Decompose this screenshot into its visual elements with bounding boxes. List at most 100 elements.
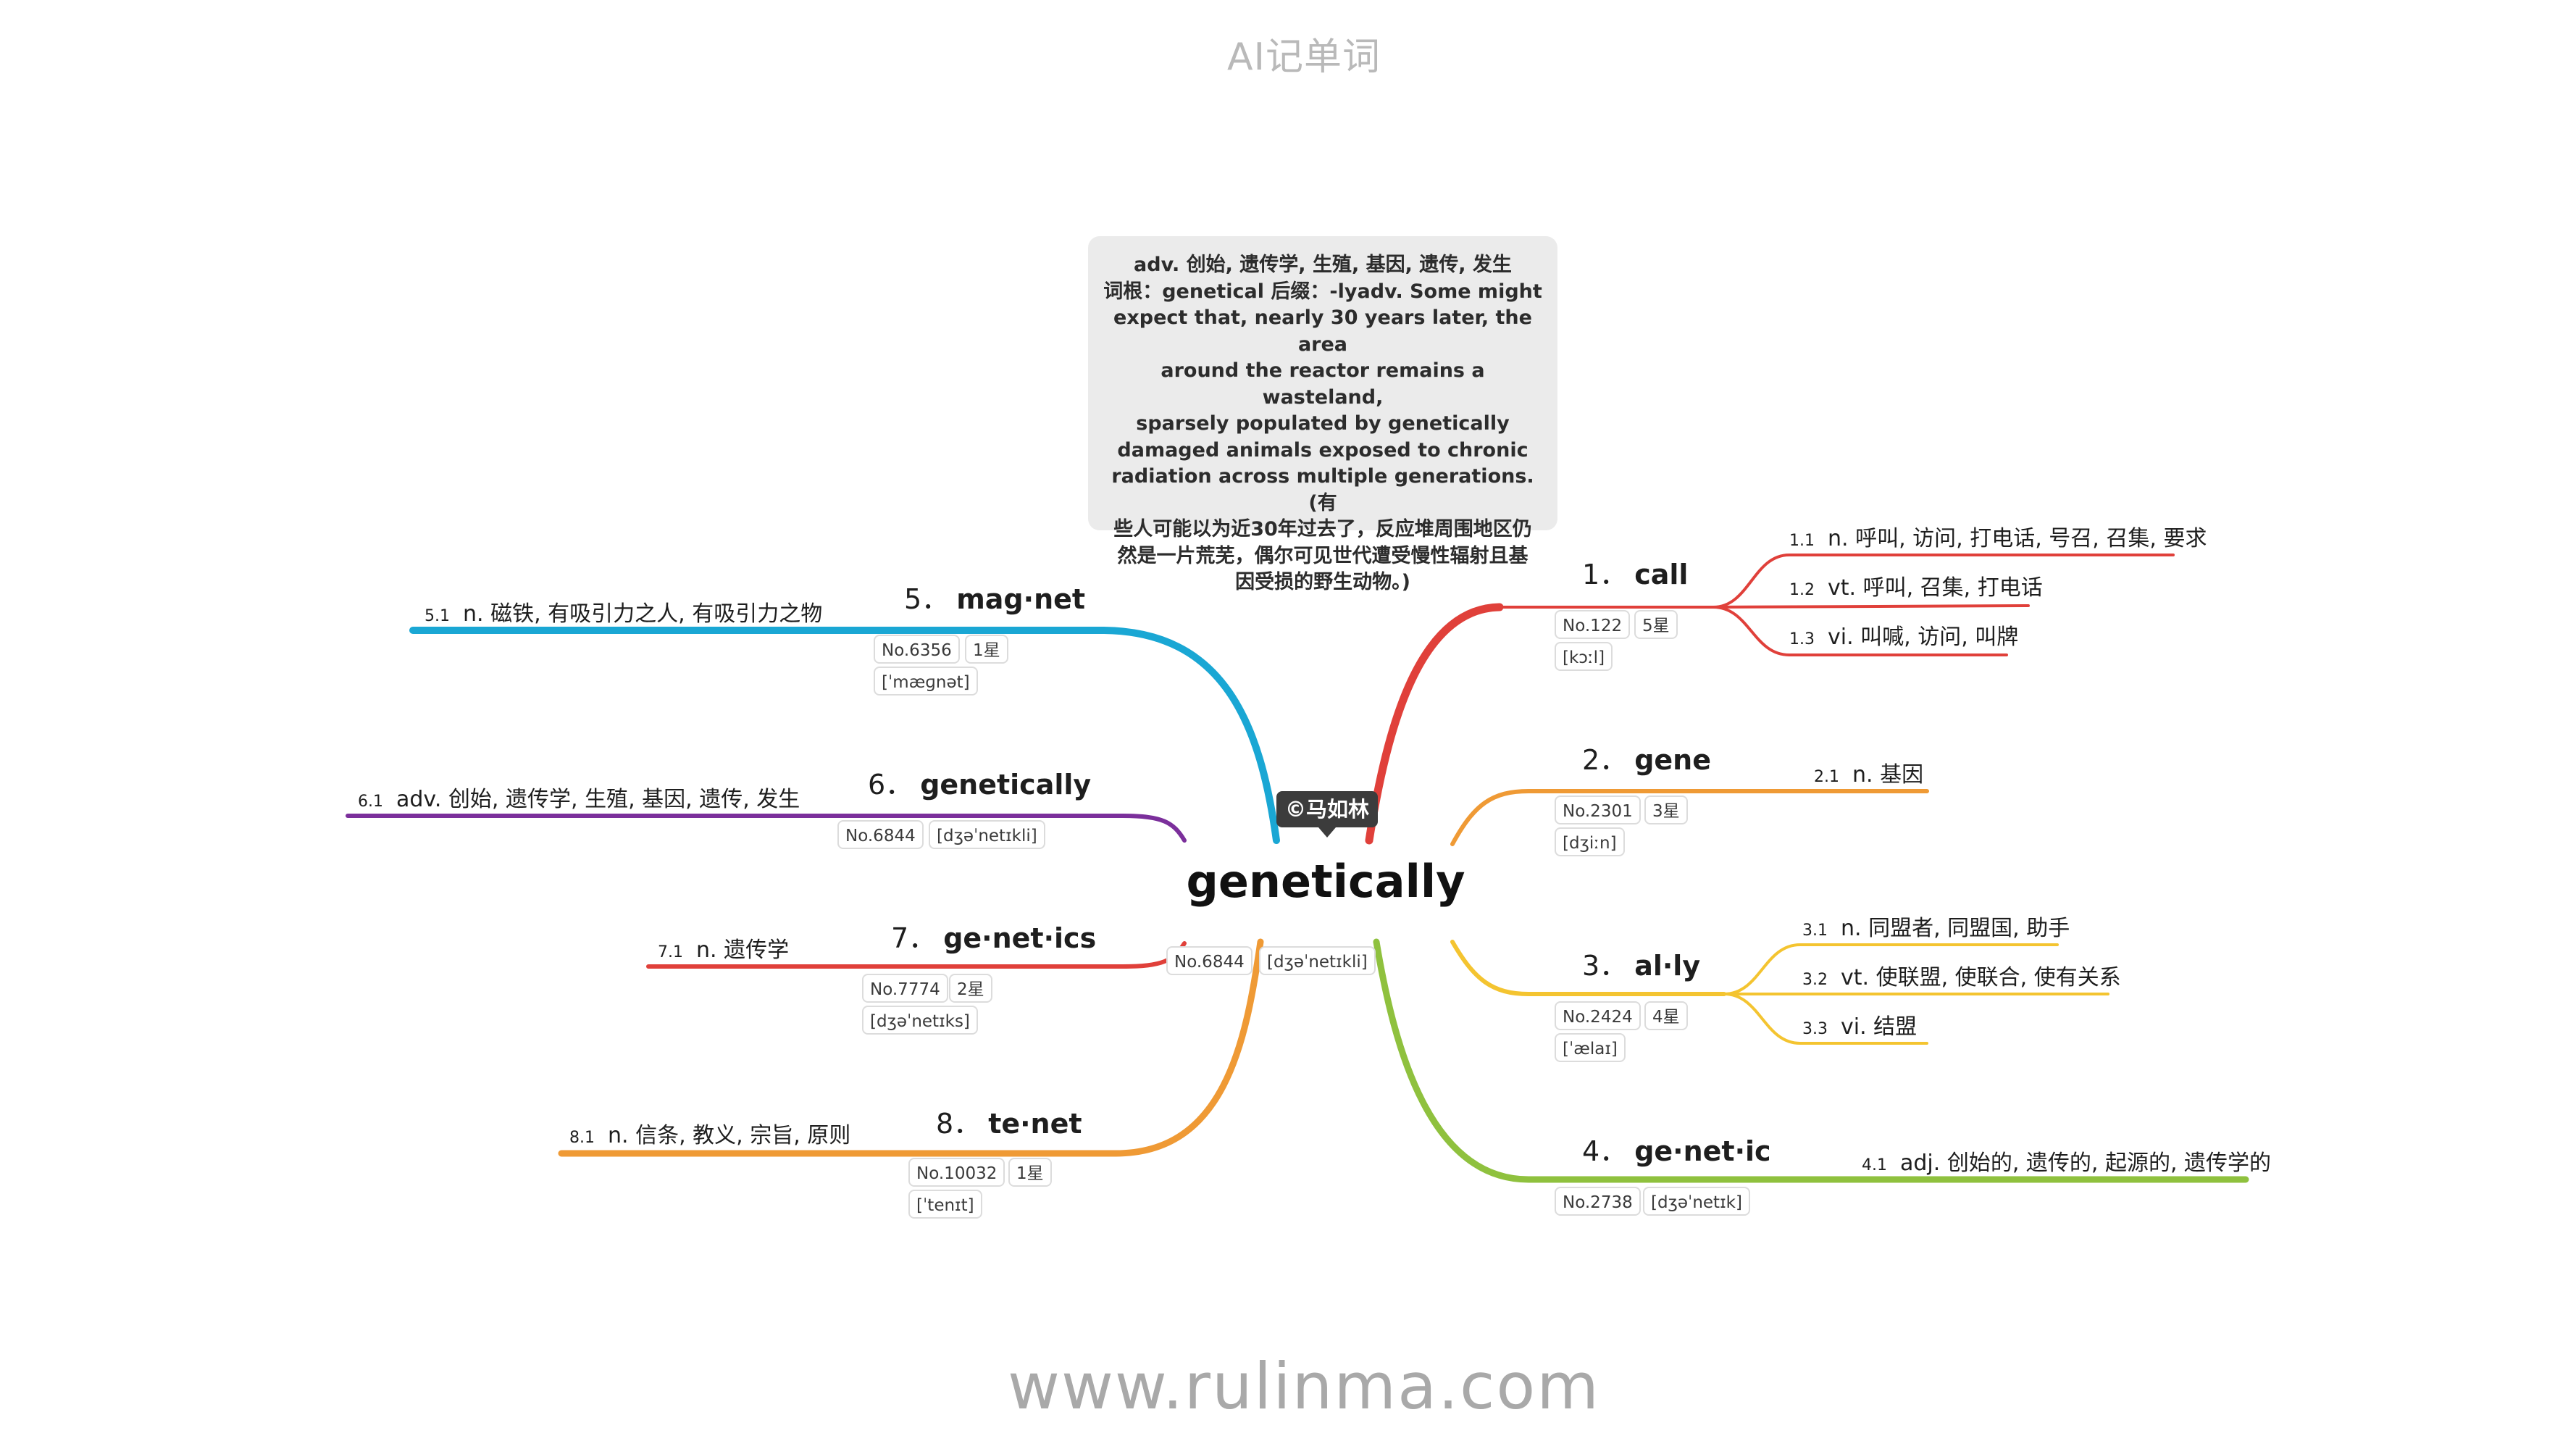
center-no-tag: No.6844 — [1166, 946, 1253, 975]
branch-5-phonetic-tag: [ˈmæɡnət] — [874, 667, 978, 696]
sense-number: 4.1 — [1862, 1156, 1887, 1174]
sense-number: 1.3 — [1789, 630, 1815, 648]
branch-2-phonetic-tag: [dʒiːn] — [1555, 827, 1625, 856]
sense-3-2: 3.2 vt. 使联盟, 使联合, 使有关系 — [1802, 959, 2121, 991]
site-title: AI记单词 — [1227, 36, 1381, 79]
branch-2-no-tag: No.2301 — [1555, 796, 1641, 824]
sense-8-1: 8.1 n. 信条, 教义, 宗旨, 原则 — [569, 1117, 850, 1149]
branch-word: ge·net·ic — [1634, 1135, 1771, 1167]
branch-word: ge·net·ics — [943, 922, 1097, 954]
branch-1-phonetic-tag: [kɔːl] — [1555, 642, 1613, 671]
branch-1-stars-tag: 5星 — [1634, 610, 1678, 639]
branch-6-no-tag: No.6844 — [837, 820, 924, 849]
note-line: 因受损的野生动物。) — [1235, 571, 1410, 593]
branch-word: mag·net — [956, 583, 1086, 615]
sense-text: n. 遗传学 — [696, 938, 790, 963]
branch-6-title[interactable]: 6． genetically — [868, 762, 1091, 802]
sense-1-2: 1.2 vt. 呼叫, 召集, 打电话 — [1789, 569, 2043, 601]
branch-number: 2． — [1582, 744, 1628, 776]
branch-word: al·ly — [1634, 950, 1701, 982]
note-line: 然是一片荒芜，偶尔可见世代遭受慢性辐射且基 — [1117, 544, 1529, 567]
branch-4-title[interactable]: 4． ge·net·ic — [1582, 1129, 1771, 1169]
note-line: sparsely populated by genetically — [1136, 412, 1510, 435]
branch-1-no-tag: No.122 — [1555, 610, 1631, 639]
branch-number: 1． — [1582, 559, 1628, 590]
branch-1-title[interactable]: 1． call — [1582, 552, 1688, 592]
sense-number: 2.1 — [1814, 768, 1839, 786]
sense-number: 8.1 — [569, 1129, 595, 1147]
branch-number: 8． — [936, 1108, 982, 1140]
sense-5-1: 5.1 n. 磁铁, 有吸引力之人, 有吸引力之物 — [425, 596, 822, 627]
branch-number: 6． — [868, 769, 913, 801]
note-line: radiation across multiple generations. (… — [1111, 465, 1534, 514]
sense-number: 6.1 — [358, 793, 383, 811]
sense-text: vt. 使联盟, 使联合, 使有关系 — [1841, 965, 2121, 990]
branch-7-title[interactable]: 7． ge·net·ics — [891, 916, 1096, 956]
branch-7-no-tag: No.7774 — [862, 974, 948, 1003]
sense-number: 3.1 — [1802, 922, 1828, 940]
branch-4-phonetic-tag: [dʒəˈnetɪk] — [1643, 1187, 1750, 1216]
sense-text: vt. 呼叫, 召集, 打电话 — [1828, 575, 2043, 601]
note-line: 词根：genetical 后缀：-lyadv. Some might — [1103, 280, 1542, 303]
branch-5-title[interactable]: 5． mag·net — [904, 577, 1085, 617]
sense-text: vi. 结盟 — [1841, 1014, 1918, 1040]
sense-6-1: 6.1 adv. 创始, 遗传学, 生殖, 基因, 遗传, 发生 — [358, 781, 800, 813]
sense-4-1: 4.1 adj. 创始的, 遗传的, 起源的, 遗传学的 — [1862, 1145, 2271, 1177]
sense-1-3: 1.3 vi. 叫喊, 访问, 叫牌 — [1789, 619, 2018, 651]
branch-8-no-tag: No.10032 — [908, 1158, 1005, 1187]
sense-text: adv. 创始, 遗传学, 生殖, 基因, 遗传, 发生 — [396, 787, 800, 812]
sense-text: n. 呼叫, 访问, 打电话, 号召, 召集, 要求 — [1828, 526, 2207, 551]
branch-word: genetically — [920, 769, 1092, 801]
sense-text: n. 磁铁, 有吸引力之人, 有吸引力之物 — [463, 601, 823, 627]
author-badge: ©马如林 — [1276, 791, 1379, 838]
sense-3-3: 3.3 vi. 结盟 — [1802, 1009, 1917, 1040]
note-line: 些人可能以为近30年过去了，反应堆周围地区仍 — [1113, 518, 1532, 540]
branch-number: 3． — [1582, 950, 1628, 982]
branch-number: 4． — [1582, 1135, 1628, 1167]
branch-word: gene — [1634, 744, 1711, 776]
note-line: damaged animals exposed to chronic — [1117, 438, 1529, 462]
sense-text: n. 信条, 教义, 宗旨, 原则 — [608, 1123, 851, 1148]
sense-text: adj. 创始的, 遗传的, 起源的, 遗传学的 — [1900, 1151, 2272, 1176]
sense-7-1: 7.1 n. 遗传学 — [658, 932, 789, 964]
sense-1-1: 1.1 n. 呼叫, 访问, 打电话, 号召, 召集, 要求 — [1789, 520, 2207, 552]
branch-number: 7． — [891, 922, 937, 954]
footer-url[interactable]: www.rulinma.com — [1007, 1349, 1600, 1424]
definition-note: adv. 创始, 遗传学, 生殖, 基因, 遗传, 发生 词根：genetica… — [1088, 236, 1557, 593]
sense-number: 7.1 — [658, 943, 683, 961]
note-line: adv. 创始, 遗传学, 生殖, 基因, 遗传, 发生 — [1134, 254, 1512, 276]
branch-8-title[interactable]: 8． te·net — [936, 1101, 1082, 1141]
branch-8-phonetic-tag: [ˈtenɪt] — [908, 1190, 982, 1219]
branch-3-phonetic-tag: [ˈælaɪ] — [1555, 1033, 1626, 1062]
note-line: around the reactor remains a wasteland, — [1161, 359, 1485, 409]
center-phonetic-tag: [dʒəˈnetɪkli] — [1259, 946, 1376, 975]
branch-2-title[interactable]: 2． gene — [1582, 738, 1711, 777]
branch-3-title[interactable]: 3． al·ly — [1582, 943, 1700, 983]
branch-8-stars-tag: 1星 — [1008, 1158, 1052, 1187]
note-line: expect that, nearly 30 years later, the … — [1113, 306, 1532, 356]
center-word[interactable]: genetically — [1186, 855, 1465, 908]
sense-number: 1.2 — [1789, 581, 1815, 599]
branch-2-stars-tag: 3星 — [1644, 796, 1688, 824]
branch-6-phonetic-tag: [dʒəˈnetɪkli] — [929, 820, 1045, 849]
branch-5-no-tag: No.6356 — [874, 635, 960, 664]
branch-7-stars-tag: 2星 — [949, 974, 992, 1003]
branch-word: te·net — [988, 1108, 1082, 1140]
branch-4-no-tag: No.2738 — [1555, 1187, 1641, 1216]
branch-3-no-tag: No.2424 — [1555, 1001, 1641, 1030]
sense-text: n. 同盟者, 同盟国, 助手 — [1841, 916, 2070, 941]
branch-5-stars-tag: 1星 — [965, 635, 1008, 664]
branch-number: 5． — [904, 583, 950, 615]
sense-number: 1.1 — [1789, 532, 1815, 550]
branch-3-stars-tag: 4星 — [1644, 1001, 1688, 1030]
sense-text: n. 基因 — [1852, 762, 1924, 788]
sense-text: vi. 叫喊, 访问, 叫牌 — [1828, 625, 2019, 650]
sense-number: 3.2 — [1802, 971, 1828, 989]
sense-number: 5.1 — [425, 607, 450, 625]
sense-number: 3.3 — [1802, 1020, 1828, 1038]
sense-2-1: 2.1 n. 基因 — [1814, 756, 1923, 788]
sense-3-1: 3.1 n. 同盟者, 同盟国, 助手 — [1802, 910, 2070, 942]
branch-word: call — [1634, 559, 1689, 590]
branch-7-phonetic-tag: [dʒəˈnetɪks] — [862, 1006, 978, 1035]
